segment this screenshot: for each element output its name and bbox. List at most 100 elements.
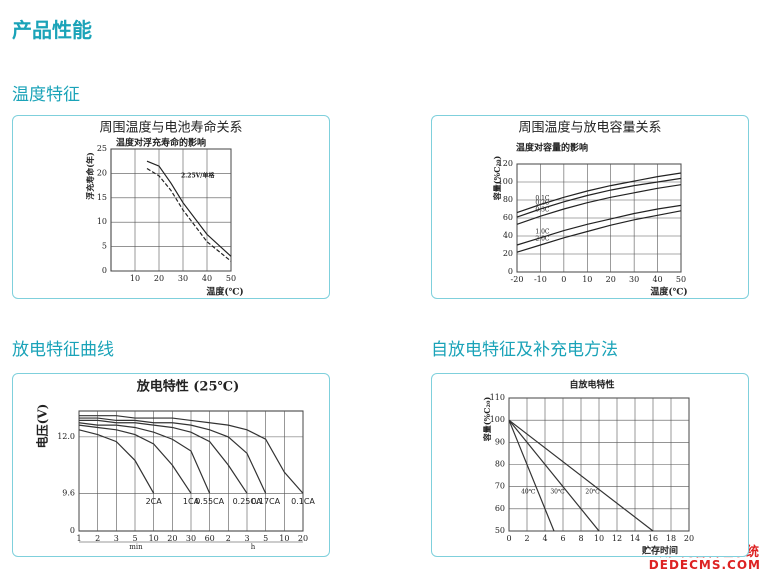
x-unit-label: min (129, 543, 143, 551)
series-line (516, 184, 682, 225)
series-line (78, 429, 155, 494)
plot-frame (110, 148, 232, 272)
y-tick-label: 12.0 (57, 432, 75, 441)
card-caption: 周围温度与放电容量关系 (518, 120, 661, 136)
x-tick-label: 40 (202, 274, 212, 283)
section-title: 自放电特征及补充电方法 (431, 340, 618, 360)
y-tick-label: 9.6 (62, 488, 75, 497)
y-tick-label: 40 (503, 231, 513, 240)
x-axis-label: 温度(℃) (650, 286, 687, 298)
y-tick-label: 0 (70, 526, 75, 535)
x-tick-label: 30 (178, 274, 188, 283)
y-tick-label: 5 (102, 242, 107, 251)
series-label: 0.1C (535, 195, 550, 202)
x-axis-label: 温度(℃) (206, 286, 243, 298)
series-line (516, 177, 682, 218)
y-tick-label: 0 (508, 267, 513, 276)
chart: 放电特性 (25℃) 9.6 12.0 01 2 3 5 10 20 30 60 2 3 5 10 20 min… (35, 379, 316, 552)
y-tick-label: 100 (498, 177, 513, 186)
chart-card: 周围温度与电池寿命关系 温度对浮充寿命的影响 0 5 10 15 20 25 10 20 30 40 5… (12, 115, 330, 299)
annotation: 2.25V/单格 (181, 172, 215, 180)
x-tick-label: -20 (511, 275, 524, 284)
chart-title: 放电特性 (25℃) (136, 379, 240, 395)
chart-card: 周围温度与放电容量关系 温度对容量的影响 0 20 40 60 80 100 120 -20 -10… (431, 115, 749, 299)
x-tick-label: 12 (612, 534, 622, 543)
y-tick-label: 15 (97, 193, 107, 202)
y-tick-label: 25 (97, 144, 107, 153)
series-line (79, 417, 267, 494)
series-line (516, 210, 682, 253)
x-tick-label: 60 (205, 534, 215, 543)
chart-title: 温度对容量的影响 (516, 142, 588, 154)
x-tick-label: 40 (652, 275, 662, 284)
x-tick-label: 50 (226, 274, 236, 283)
series-label: 0.17CA (251, 497, 280, 506)
chart-title: 自放电特性 (569, 379, 614, 391)
y-tick-label: 50 (495, 526, 505, 535)
series-label: 40℃ (521, 489, 536, 496)
y-tick-label: 10 (97, 217, 107, 226)
x-tick-label: 14 (630, 534, 640, 543)
y-axis-label: 浮充寿命(年) (85, 152, 95, 200)
series-line (78, 422, 211, 494)
x-tick-label: 10 (130, 274, 140, 283)
x-tick-label: 20 (298, 534, 308, 543)
x-tick-label: 20 (606, 275, 616, 284)
x-tick-label: 10 (279, 534, 289, 543)
y-tick-label: 90 (495, 437, 505, 446)
y-tick-label: 120 (498, 159, 513, 168)
x-tick-label: 20 (684, 534, 694, 543)
page-title: 产品性能 (12, 18, 92, 42)
x-tick-label: 8 (578, 534, 583, 543)
series-label: 0.55CA (195, 497, 224, 506)
y-tick-label: 20 (97, 168, 107, 177)
x-tick-label: 30 (629, 275, 639, 284)
x-tick-label: 10 (582, 275, 592, 284)
x-tick-label: 2 (226, 534, 231, 543)
x-axis-label: 贮存时间 (641, 545, 678, 557)
series-line (146, 168, 232, 262)
y-tick-label: 20 (503, 249, 513, 258)
x-tick-label: 18 (666, 534, 676, 543)
series-label: 1.0C (535, 228, 550, 235)
series-line (516, 204, 682, 246)
chart-card: 放电特性 (25℃) 9.6 12.0 0 1 2 3 5 10 20 30 60 2 3 5 10 20 min… (12, 373, 330, 557)
y-axis-label: 容量(%C₂₀) (492, 156, 502, 202)
chart-title: 温度对浮充寿命的影响 (116, 137, 206, 149)
x-tick-label: 16 (648, 534, 658, 543)
series-line (79, 419, 248, 494)
series-label: 0.3C (535, 207, 550, 214)
chart: 自放电特性 50 60 70 80 90 100 110 0 2 4 6 8 10 12 14 16 18 20 贮存… (482, 379, 694, 557)
series-label: 30℃ (550, 489, 565, 496)
x-unit-label: h (251, 543, 256, 551)
x-tick-label: 20 (167, 534, 177, 543)
series-label: 20℃ (585, 489, 600, 496)
y-tick-label: 110 (490, 393, 505, 402)
series-line (508, 419, 654, 532)
section-title: 温度特征 (12, 85, 80, 105)
series-line (79, 415, 304, 494)
series-line (508, 419, 600, 532)
series-label: 0.25CA (233, 497, 262, 506)
series-line (516, 172, 682, 214)
series-label: 2CA (146, 497, 163, 506)
x-tick-label: 20 (154, 274, 164, 283)
x-tick-label: 2 (95, 534, 100, 543)
series-label: 1CA (183, 497, 200, 506)
y-axis-label: 电压(V) (35, 404, 50, 449)
y-axis-label: 容量(%C₂₀) (482, 397, 492, 443)
chart-card: 自放电特性 50 60 70 80 90 100 110 0 2 4 6 8 10 12 14 16 18 20 贮存… (431, 373, 749, 557)
x-tick-label: 10 (594, 534, 604, 543)
series-label: 2.0C (535, 236, 550, 243)
x-tick-label: 3 (244, 534, 249, 543)
x-tick-label: 2 (524, 534, 529, 543)
x-tick-label: 4 (542, 534, 547, 543)
series-line (78, 424, 192, 494)
x-tick-label: 1 (76, 534, 81, 543)
x-tick-label: 5 (132, 534, 137, 543)
series-line (508, 419, 555, 532)
y-tick-label: 0 (102, 266, 107, 275)
